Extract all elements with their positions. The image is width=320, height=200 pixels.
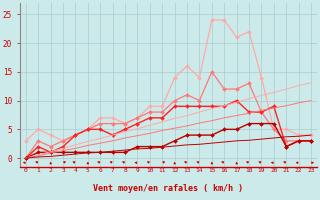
X-axis label: Vent moyen/en rafales ( km/h ): Vent moyen/en rafales ( km/h ) — [93, 184, 244, 193]
